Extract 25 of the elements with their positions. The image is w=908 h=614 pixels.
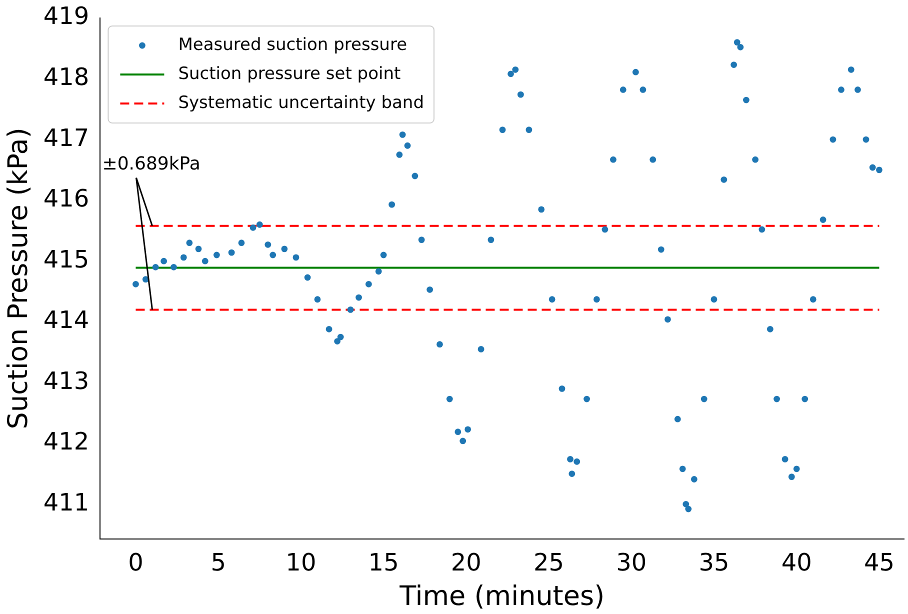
legend-label: Suction pressure set point — [178, 64, 401, 84]
x-axis-title: Time (minutes) — [398, 580, 605, 612]
x-tick-label: 15 — [368, 548, 399, 576]
y-tick-label: 414 — [43, 306, 90, 334]
x-tick-label: 0 — [128, 548, 144, 576]
y-axis-title: Suction Pressure (kPa) — [3, 128, 34, 430]
y-tick-label: 418 — [43, 63, 90, 92]
y-tick-label: 416 — [43, 184, 90, 213]
x-tick-label: 25 — [534, 548, 564, 576]
x-tick-label: 30 — [616, 548, 647, 576]
x-tick-label: 10 — [286, 548, 316, 576]
x-tick-label: 40 — [781, 548, 812, 576]
y-tick-label: 412 — [43, 428, 90, 456]
x-tick-label: 20 — [450, 548, 482, 576]
x-tick-label: 35 — [698, 548, 730, 576]
annotation: ±0.689kPa — [102, 154, 200, 175]
x-tick-label: 45 — [864, 548, 894, 576]
legend-label: Measured suction pressure — [178, 34, 408, 55]
x-tick-label: 5 — [210, 548, 226, 576]
y-tick-label: 417 — [43, 124, 90, 152]
y-tick-label: 413 — [43, 366, 90, 395]
y-tick-label: 411 — [43, 488, 90, 516]
y-tick-label: 415 — [43, 245, 90, 274]
y-tick-label: 419 — [43, 2, 90, 30]
legend-label: Systematic uncertainty band — [178, 92, 424, 113]
